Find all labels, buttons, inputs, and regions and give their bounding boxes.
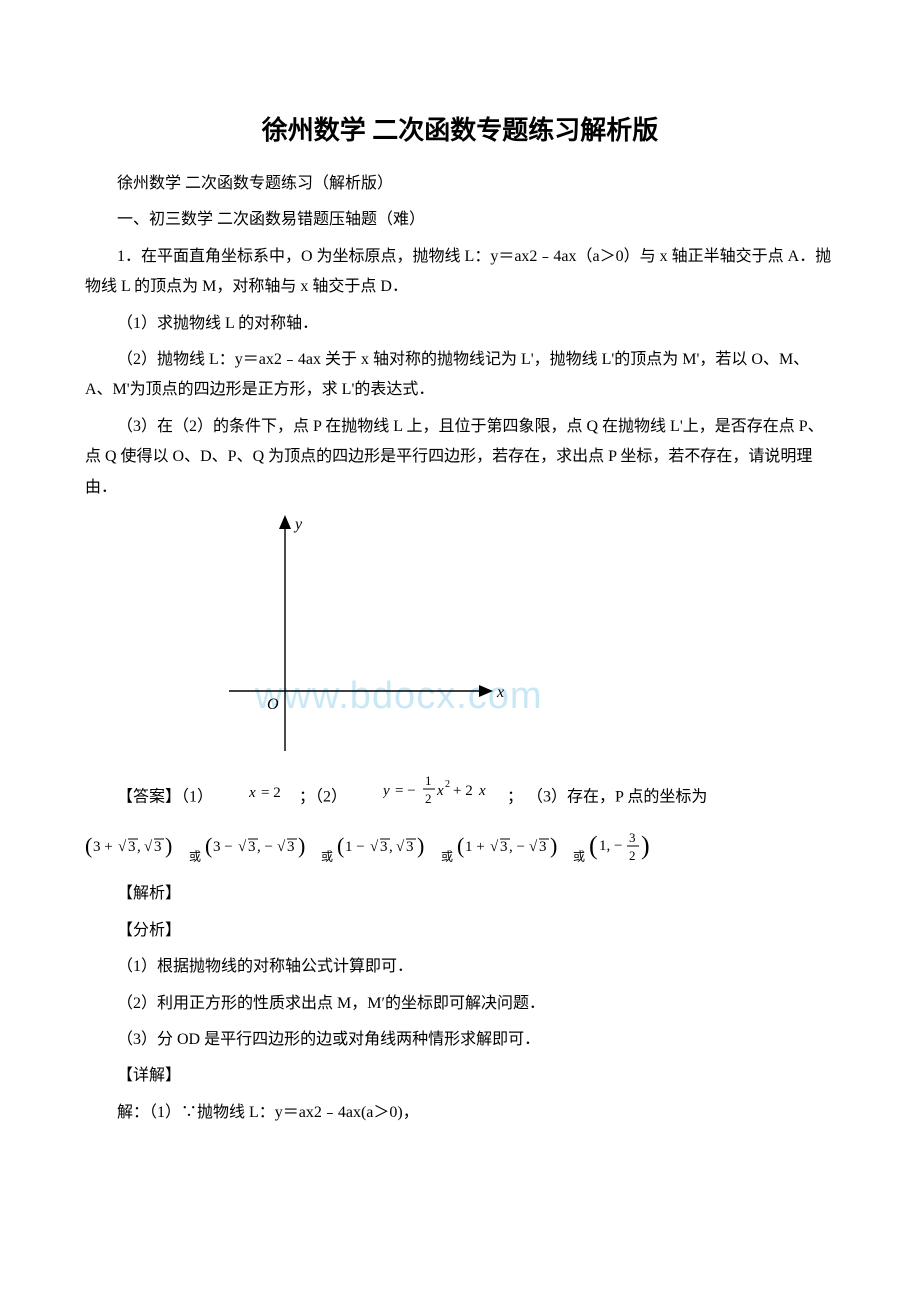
- para-q1-2: （2）抛物线 L：y＝ax2﹣4ax 关于 x 轴对称的抛物线记为 L'，抛物线…: [85, 345, 835, 406]
- or-2: 或: [321, 850, 333, 864]
- svg-text:(: (: [457, 833, 464, 858]
- svg-text:1: 1: [425, 773, 432, 788]
- svg-text:1 −: 1 −: [345, 839, 365, 855]
- answer-roots: ( 3 + √ 3 , √ 3 ) 或 ( 3 − √ 3 , − √: [85, 826, 835, 879]
- svg-text:): ): [298, 833, 305, 858]
- svg-text:√: √: [529, 839, 538, 855]
- formula-x2: x = 2: [217, 782, 295, 812]
- svg-text:(: (: [205, 833, 212, 858]
- para-q1-1: （1）求抛物线 L 的对称轴．: [85, 309, 835, 339]
- answer-sep2: ； （3）存在，P 点的坐标为: [507, 788, 707, 805]
- svg-text:): ): [165, 833, 172, 858]
- svg-text:O: O: [267, 696, 279, 713]
- svg-text:x: x: [249, 785, 256, 801]
- or-3: 或: [441, 850, 453, 864]
- svg-text:(: (: [85, 833, 92, 858]
- coord-svg: y x O: [225, 513, 515, 758]
- svg-text:3 −: 3 −: [213, 839, 233, 855]
- root-5: ( 1, − 3 2 ): [589, 826, 659, 879]
- svg-text:(: (: [589, 831, 598, 860]
- svg-text:√: √: [490, 839, 499, 855]
- svg-text:1 +: 1 +: [465, 839, 485, 855]
- formula-yeq: y = − 1 2 x 2 + 2 x: [351, 769, 503, 818]
- xiangjie-label: 【详解】: [85, 1061, 835, 1091]
- answer-block: 【答案】（1） x = 2 ；（2） y = − 1 2 x 2 + 2 x ； …: [85, 773, 835, 822]
- svg-text:3: 3: [287, 839, 295, 855]
- svg-text:2: 2: [629, 848, 636, 863]
- svg-text:3 +: 3 +: [93, 839, 113, 855]
- analysis-3: （3）分 OD 是平行四边形的边或对角线两种情形求解即可．: [85, 1025, 835, 1055]
- analysis-2: （2）利用正方形的性质求出点 M，M′的坐标即可解决问题．: [85, 989, 835, 1019]
- svg-text:x: x: [436, 783, 444, 799]
- svg-text:3: 3: [500, 839, 508, 855]
- svg-text:1, −: 1, −: [599, 838, 622, 854]
- svg-text:= −: = −: [395, 783, 416, 799]
- svg-text:): ): [550, 833, 557, 858]
- solution-1: 解：（1）∵抛物线 L：y＝ax2﹣4ax(a＞0)，: [85, 1098, 835, 1128]
- coordinate-graph: y x O: [225, 513, 835, 763]
- svg-text:3: 3: [154, 839, 162, 855]
- svg-text:√: √: [370, 839, 379, 855]
- svg-text:+ 2: + 2: [453, 783, 473, 799]
- svg-text:, −: , −: [257, 839, 273, 855]
- svg-text:√: √: [238, 839, 247, 855]
- svg-text:√: √: [277, 839, 286, 855]
- svg-text:y: y: [383, 783, 390, 799]
- svg-text:3: 3: [539, 839, 547, 855]
- svg-text:): ): [641, 831, 650, 860]
- svg-text:y: y: [293, 516, 303, 533]
- or-1: 或: [189, 850, 201, 864]
- svg-text:√: √: [144, 839, 153, 855]
- svg-text:√: √: [118, 839, 127, 855]
- svg-text:,: ,: [389, 839, 393, 855]
- root-4: ( 1 + √ 3 , − √ 3 ): [457, 831, 569, 874]
- svg-text:3: 3: [406, 839, 414, 855]
- svg-text:x: x: [496, 684, 504, 701]
- doc-title: 徐州数学 二次函数专题练习解析版: [85, 110, 835, 147]
- svg-text:, −: , −: [509, 839, 525, 855]
- answer-prefix: 【答案】（1）: [117, 788, 213, 805]
- svg-text:2: 2: [425, 791, 432, 806]
- para-subtitle: 徐州数学 二次函数专题练习（解析版）: [85, 169, 835, 199]
- para-q1: 1．在平面直角坐标系中，O 为坐标原点，抛物线 L：y＝ax2﹣4ax（a＞0）…: [85, 242, 835, 303]
- root-2: ( 3 − √ 3 , − √ 3 ): [205, 831, 317, 874]
- root-1: ( 3 + √ 3 , √ 3 ): [85, 831, 185, 874]
- para-q1-3: （3）在（2）的条件下，点 P 在抛物线 L 上，且位于第四象限，点 Q 在抛物…: [85, 412, 835, 503]
- svg-text:,: ,: [137, 839, 141, 855]
- root-3: ( 1 − √ 3 , √ 3 ): [337, 831, 437, 874]
- analysis-1: （1）根据抛物线的对称轴公式计算即可．: [85, 952, 835, 982]
- or-4: 或: [573, 850, 585, 864]
- svg-text:3: 3: [128, 839, 136, 855]
- svg-text:√: √: [396, 839, 405, 855]
- svg-text:2: 2: [445, 779, 450, 790]
- svg-text:3: 3: [248, 839, 256, 855]
- answer-sep1: ；（2）: [299, 788, 347, 805]
- fenxi-label: 【分析】: [85, 916, 835, 946]
- jiexi-label: 【解析】: [85, 879, 835, 909]
- svg-text:3: 3: [629, 830, 636, 845]
- svg-text:x: x: [478, 783, 486, 799]
- para-section: 一、初三数学 二次函数易错题压轴题（难）: [85, 205, 835, 235]
- svg-text:(: (: [337, 833, 344, 858]
- svg-text:3: 3: [380, 839, 388, 855]
- svg-text:): ): [417, 833, 424, 858]
- svg-text:= 2: = 2: [261, 785, 281, 801]
